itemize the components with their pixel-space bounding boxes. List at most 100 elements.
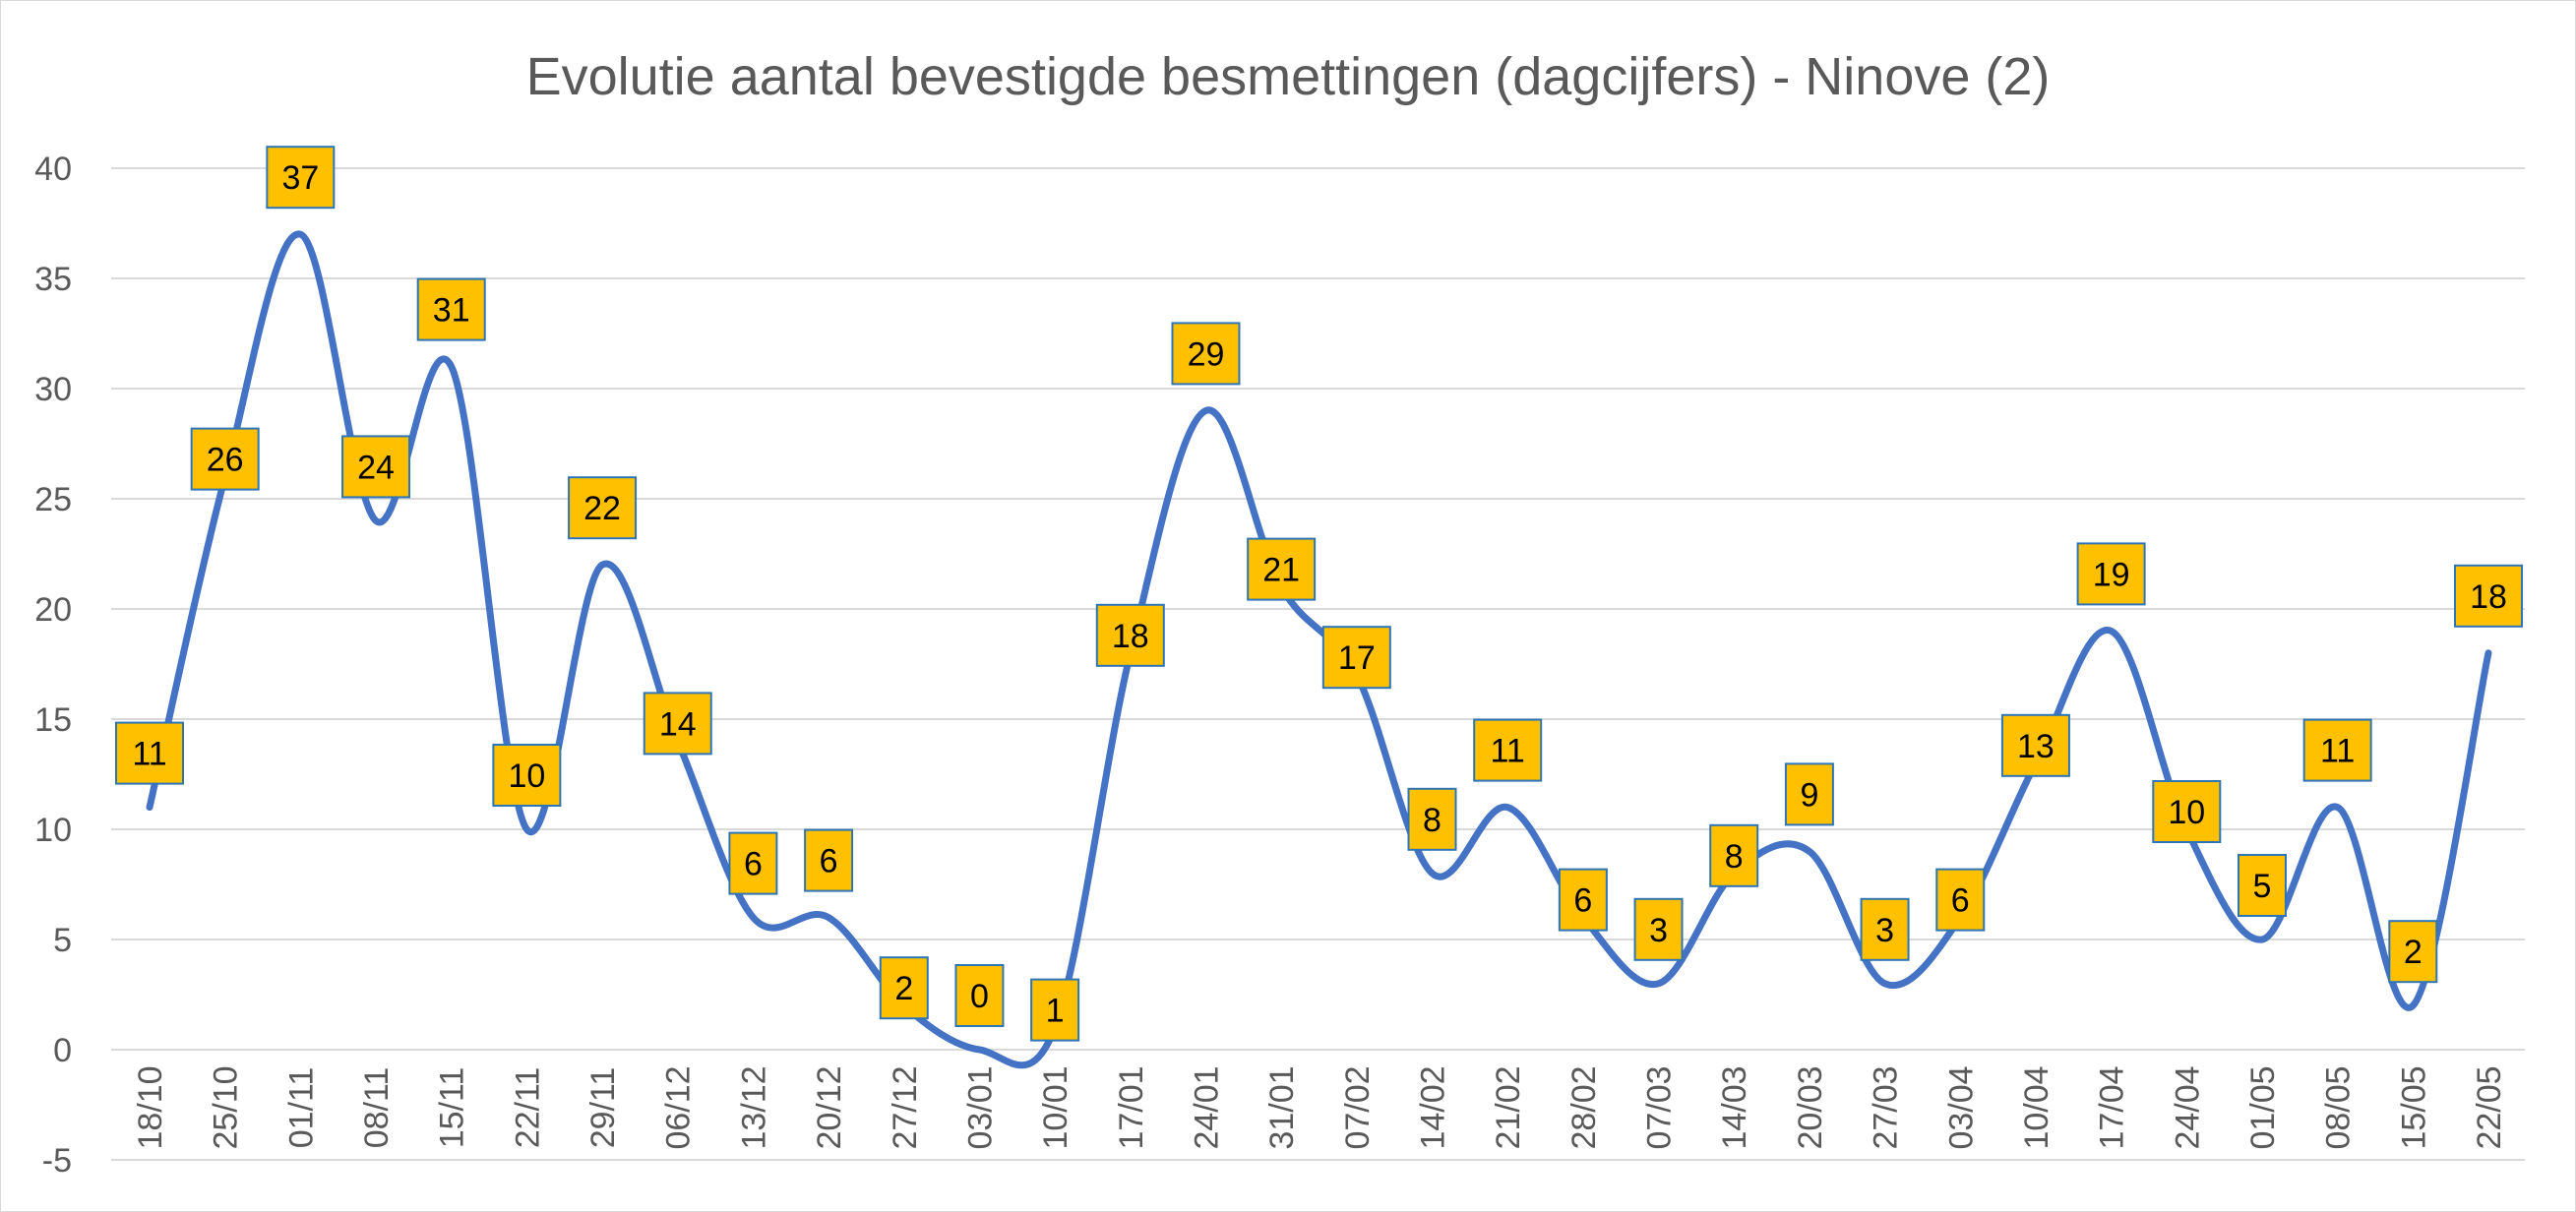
data-label-value: 10	[2168, 794, 2205, 831]
data-label-value: 6	[820, 843, 838, 880]
data-label-box	[2076, 542, 2146, 606]
data-label-value: 6	[1573, 882, 1592, 920]
data-label-box	[2388, 920, 2438, 984]
data-label-value: 31	[433, 292, 470, 330]
data-label-box	[728, 831, 778, 895]
data-label-value: 19	[2093, 556, 2130, 593]
x-tick-label: 06/12	[660, 1065, 698, 1149]
x-tick-label: 29/11	[584, 1067, 622, 1149]
x-tick-label: 27/12	[887, 1065, 924, 1149]
data-label-value: 24	[357, 449, 395, 486]
x-tick-label: 17/01	[1113, 1065, 1150, 1149]
x-tick-label: 03/04	[1942, 1065, 1980, 1149]
data-label-value: 8	[1423, 802, 1441, 839]
data-label-value: 11	[1491, 733, 1525, 770]
data-label-value: 29	[1188, 335, 1225, 373]
data-label: 6	[728, 831, 778, 895]
data-label-box	[1860, 897, 1910, 961]
data-label-box	[568, 476, 638, 540]
data-label: 13	[2000, 713, 2070, 777]
x-tick-label: 17/04	[2094, 1065, 2131, 1149]
data-label-box	[1558, 868, 1608, 932]
data-label-box	[115, 721, 184, 785]
x-tick-label: 28/02	[1565, 1065, 1603, 1149]
data-label: 11	[115, 721, 184, 785]
x-tick-label: 27/03	[1868, 1065, 1905, 1149]
data-label-value: 21	[1262, 552, 1300, 589]
data-label-box	[1784, 762, 1834, 826]
data-label: 21	[1247, 537, 1317, 601]
data-label: 10	[492, 744, 562, 807]
data-label-box	[1709, 823, 1759, 887]
data-label-box	[643, 692, 712, 756]
y-tick-label: -5	[42, 1142, 72, 1180]
data-label: 19	[2076, 542, 2146, 606]
x-tick-label: 18/10	[132, 1065, 169, 1149]
x-tick-label: 15/11	[434, 1067, 471, 1149]
data-label-box	[1030, 978, 1080, 1042]
data-labels: 11 26 37 24 31 10 22 14 6 6 2 0 1 18 29 21 17 8 11 6 3 8 9 3 6 13…	[115, 146, 2523, 1042]
data-label-value: 6	[1951, 882, 1970, 920]
data-label-box	[1935, 868, 1986, 932]
data-label-value: 18	[2470, 578, 2507, 616]
data-label-value: 11	[132, 736, 166, 773]
y-tick-label: 30	[34, 371, 72, 408]
x-tick-label: 31/01	[1263, 1065, 1301, 1149]
data-label-value: 1	[1046, 993, 1065, 1030]
data-label-value: 2	[2404, 934, 2423, 971]
data-label-value: 0	[970, 978, 989, 1015]
data-label: 9	[1784, 762, 1834, 826]
data-label: 3	[1633, 897, 1684, 961]
data-label-box	[2152, 780, 2222, 843]
data-label-box	[1247, 537, 1317, 601]
data-label: 17	[1321, 626, 1391, 690]
data-label: 6	[1558, 868, 1608, 932]
data-label-box	[2302, 718, 2372, 782]
x-tick-label: 01/05	[2244, 1065, 2282, 1149]
data-label: 0	[954, 964, 1005, 1027]
data-label-box	[2237, 854, 2287, 917]
data-label: 6	[1935, 868, 1986, 932]
series-layer	[146, 230, 2492, 1069]
data-label: 18	[2454, 564, 2523, 628]
data-label-box	[2454, 564, 2523, 628]
data-label-value: 6	[744, 846, 763, 883]
data-label: 6	[804, 828, 854, 892]
data-label-value: 22	[583, 490, 621, 527]
x-tick-label: 14/03	[1716, 1065, 1753, 1149]
data-label-value: 17	[1338, 639, 1376, 677]
data-label: 3	[1860, 897, 1910, 961]
data-label-box	[1321, 626, 1391, 690]
data-label-value: 3	[1649, 912, 1668, 949]
y-tick-label: 15	[34, 701, 72, 739]
data-label-box	[2000, 713, 2070, 777]
x-tick-label: 22/05	[2471, 1065, 2508, 1149]
data-label: 8	[1407, 787, 1457, 851]
x-axis-ticks: 18/10 25/10 01/11 08/11 15/11 22/11 29/11 06/12…	[132, 1065, 2508, 1149]
data-label-value: 8	[1725, 838, 1744, 876]
x-tick-label: 14/02	[1415, 1065, 1452, 1149]
data-label-box	[492, 744, 562, 807]
data-label-box	[954, 964, 1005, 1027]
data-label: 5	[2237, 854, 2287, 917]
data-label: 8	[1709, 823, 1759, 887]
data-label: 14	[643, 692, 712, 756]
data-label: 37	[266, 146, 336, 210]
data-label-value: 14	[659, 705, 697, 743]
x-tick-label: 15/05	[2395, 1065, 2432, 1149]
data-label-box	[190, 427, 260, 491]
x-tick-label: 22/11	[509, 1067, 546, 1149]
x-tick-label: 20/03	[1792, 1065, 1829, 1149]
data-label-box	[1407, 787, 1457, 851]
x-tick-label: 20/12	[811, 1065, 848, 1149]
x-tick-label: 03/01	[961, 1065, 999, 1149]
data-label-value: 5	[2253, 868, 2272, 905]
data-label: 10	[2152, 780, 2222, 843]
x-tick-label: 10/04	[2018, 1065, 2055, 1149]
data-label: 24	[341, 435, 411, 499]
x-tick-label: 07/03	[1641, 1065, 1679, 1149]
data-label-value: 9	[1800, 776, 1818, 814]
chart-title: Evolutie aantal bevestigde besmettingen …	[526, 47, 2051, 106]
